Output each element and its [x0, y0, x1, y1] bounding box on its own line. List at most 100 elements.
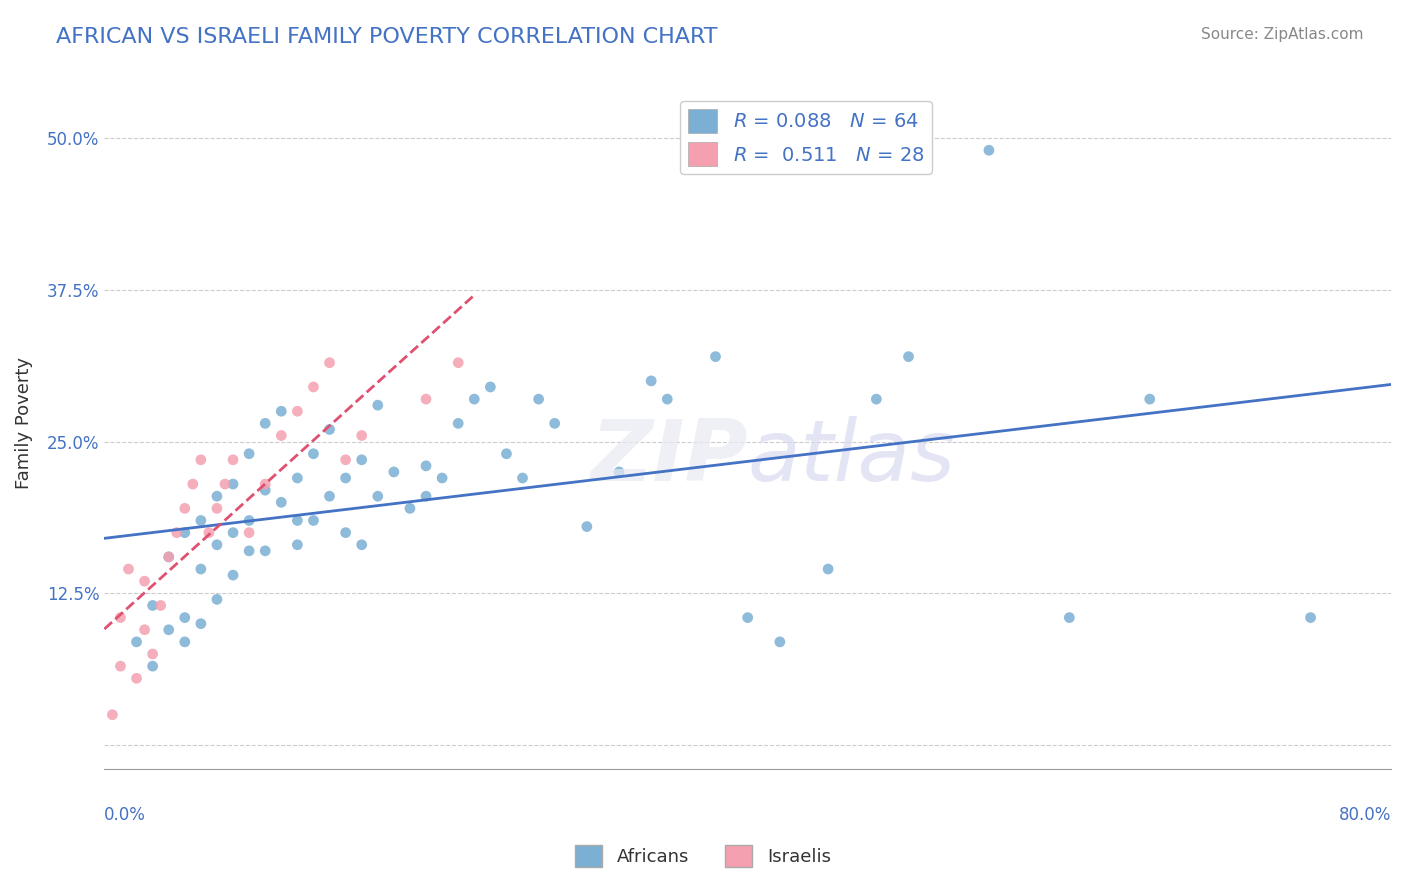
- Point: [544, 417, 567, 431]
- Point: [285, 538, 308, 552]
- Point: [125, 671, 148, 685]
- Point: [142, 659, 165, 673]
- Point: [607, 465, 630, 479]
- Point: [302, 447, 325, 461]
- Point: [270, 428, 292, 442]
- Point: [254, 417, 277, 431]
- Point: [769, 635, 792, 649]
- Point: [463, 392, 485, 406]
- Point: [817, 562, 839, 576]
- Point: [134, 623, 156, 637]
- Point: [125, 635, 148, 649]
- Point: [1139, 392, 1161, 406]
- Point: [415, 392, 437, 406]
- Y-axis label: Family Poverty: Family Poverty: [15, 358, 32, 490]
- Text: ZIP: ZIP: [591, 417, 748, 500]
- Point: [205, 489, 228, 503]
- Point: [704, 350, 727, 364]
- Point: [173, 635, 195, 649]
- Point: [254, 483, 277, 497]
- Point: [657, 392, 679, 406]
- Text: atlas: atlas: [748, 417, 956, 500]
- Point: [166, 525, 188, 540]
- Point: [318, 489, 340, 503]
- Point: [238, 514, 260, 528]
- Point: [575, 519, 598, 533]
- Point: [110, 659, 132, 673]
- Point: [190, 514, 212, 528]
- Point: [367, 489, 389, 503]
- Point: [142, 599, 165, 613]
- Point: [181, 477, 204, 491]
- Point: [382, 465, 405, 479]
- Point: [318, 422, 340, 436]
- Point: [157, 549, 180, 564]
- Point: [1059, 610, 1081, 624]
- Point: [350, 452, 373, 467]
- Point: [157, 549, 180, 564]
- Point: [512, 471, 534, 485]
- Point: [399, 501, 422, 516]
- Point: [335, 525, 357, 540]
- Point: [1299, 610, 1322, 624]
- Point: [335, 452, 357, 467]
- Legend: $\mathit{R}$ = 0.088   $\mathit{N}$ = 64, $\mathit{R}$ =  0.511   $\mathit{N}$ =: $\mathit{R}$ = 0.088 $\mathit{N}$ = 64, …: [681, 101, 932, 174]
- Point: [238, 525, 260, 540]
- Text: 0.0%: 0.0%: [104, 805, 146, 823]
- Text: 80.0%: 80.0%: [1339, 805, 1391, 823]
- Point: [142, 647, 165, 661]
- Point: [318, 356, 340, 370]
- Point: [897, 350, 920, 364]
- Point: [205, 501, 228, 516]
- Text: Source: ZipAtlas.com: Source: ZipAtlas.com: [1201, 27, 1364, 42]
- Point: [198, 525, 221, 540]
- Text: AFRICAN VS ISRAELI FAMILY POVERTY CORRELATION CHART: AFRICAN VS ISRAELI FAMILY POVERTY CORREL…: [56, 27, 717, 46]
- Point: [495, 447, 517, 461]
- Point: [190, 616, 212, 631]
- Point: [238, 544, 260, 558]
- Point: [173, 610, 195, 624]
- Point: [447, 356, 470, 370]
- Point: [190, 562, 212, 576]
- Point: [205, 592, 228, 607]
- Point: [270, 404, 292, 418]
- Point: [117, 562, 139, 576]
- Point: [737, 610, 759, 624]
- Point: [367, 398, 389, 412]
- Point: [285, 404, 308, 418]
- Point: [285, 514, 308, 528]
- Point: [254, 544, 277, 558]
- Point: [238, 447, 260, 461]
- Point: [110, 610, 132, 624]
- Point: [157, 623, 180, 637]
- Point: [479, 380, 502, 394]
- Point: [270, 495, 292, 509]
- Point: [527, 392, 550, 406]
- Point: [205, 538, 228, 552]
- Point: [350, 428, 373, 442]
- Legend: Africans, Israelis: Africans, Israelis: [568, 838, 838, 874]
- Point: [222, 568, 245, 582]
- Point: [415, 458, 437, 473]
- Point: [640, 374, 662, 388]
- Point: [335, 471, 357, 485]
- Point: [254, 477, 277, 491]
- Point: [430, 471, 453, 485]
- Point: [302, 514, 325, 528]
- Point: [214, 477, 236, 491]
- Point: [190, 452, 212, 467]
- Point: [977, 143, 1000, 157]
- Point: [447, 417, 470, 431]
- Point: [134, 574, 156, 589]
- Point: [302, 380, 325, 394]
- Point: [415, 489, 437, 503]
- Point: [173, 525, 195, 540]
- Point: [149, 599, 172, 613]
- Point: [173, 501, 195, 516]
- Point: [222, 452, 245, 467]
- Point: [285, 471, 308, 485]
- Point: [350, 538, 373, 552]
- Point: [222, 525, 245, 540]
- Point: [222, 477, 245, 491]
- Point: [101, 707, 124, 722]
